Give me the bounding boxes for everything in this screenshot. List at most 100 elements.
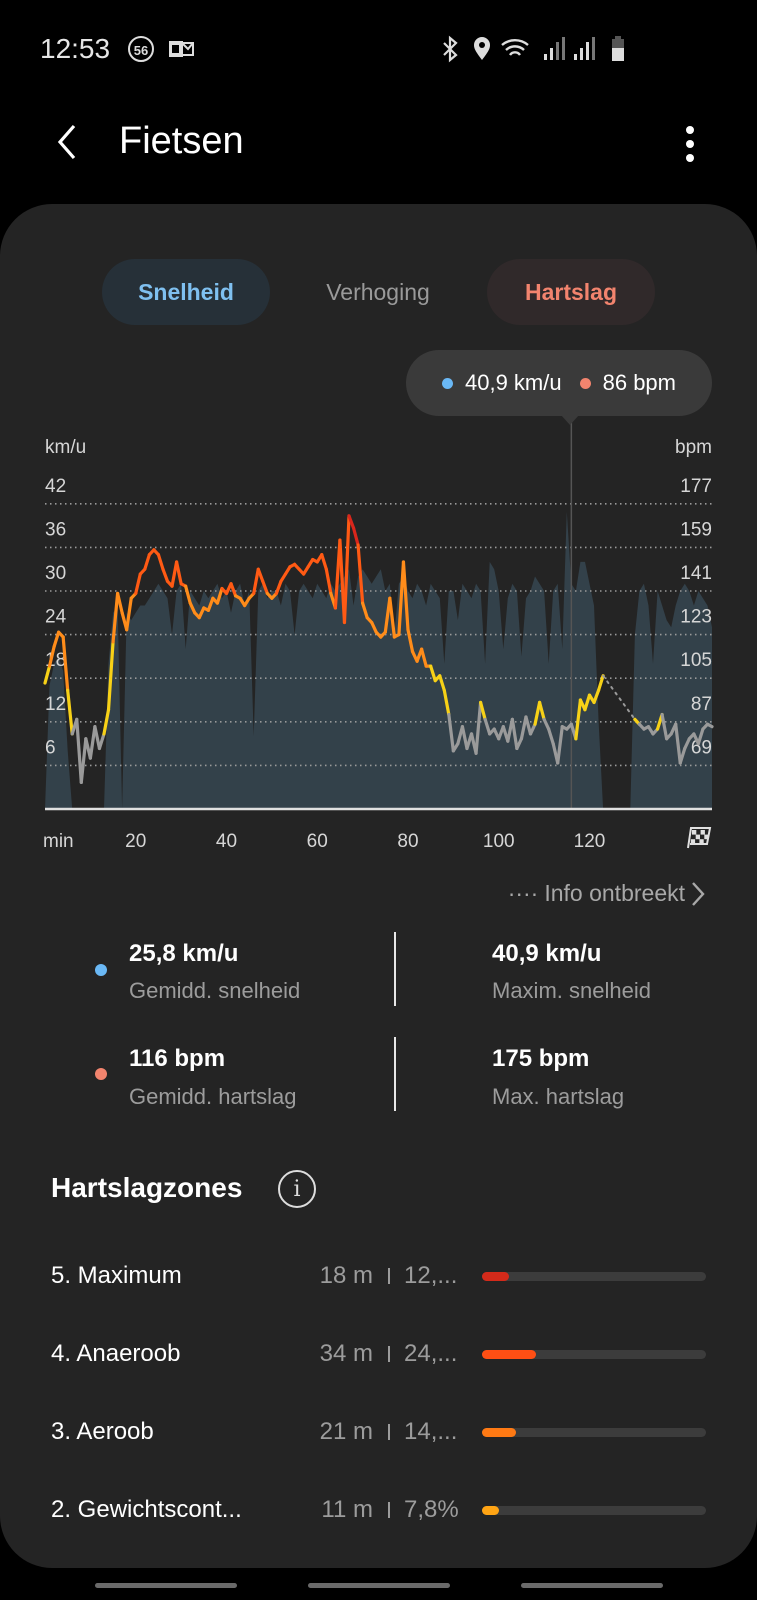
hr-line-segment bbox=[574, 698, 583, 741]
zone-name: 5. Maximum bbox=[51, 1262, 182, 1289]
zone-name: 4. Anaeroob bbox=[51, 1340, 181, 1367]
y-axis-label-left: km/u bbox=[45, 437, 86, 458]
zone-separator bbox=[388, 1424, 390, 1440]
hr-line-segment bbox=[460, 725, 469, 751]
hr-line-segment bbox=[93, 725, 102, 751]
hr-line-segment bbox=[542, 717, 551, 731]
hr-line-segment bbox=[97, 732, 106, 751]
hr-line-segment bbox=[447, 712, 455, 753]
avg-hr-label: Gemidd. hartslag bbox=[129, 1084, 297, 1109]
y-tick-right: 105 bbox=[680, 650, 712, 671]
hr-line-segment bbox=[678, 746, 687, 765]
zone-separator bbox=[388, 1502, 390, 1518]
hr-line-segment bbox=[229, 582, 238, 598]
x-tick: 40 bbox=[216, 831, 237, 852]
hr-line-segment bbox=[184, 584, 192, 605]
missing-data-segment bbox=[602, 674, 636, 721]
tab-speed[interactable]: Snelheid bbox=[102, 259, 270, 325]
nav-home[interactable] bbox=[308, 1583, 450, 1588]
y-tick-left: 6 bbox=[45, 737, 56, 758]
status-time: 12:53 bbox=[40, 33, 111, 64]
hr-line-segment bbox=[324, 567, 333, 596]
hr-line-segment bbox=[43, 664, 52, 685]
hr-line-segment bbox=[356, 543, 365, 605]
hr-line-segment bbox=[674, 722, 682, 765]
y-tick-right: 177 bbox=[680, 476, 712, 497]
hr-line-segment bbox=[406, 628, 415, 654]
avg-speed-label: Gemidd. snelheid bbox=[129, 978, 301, 1003]
back-button[interactable] bbox=[52, 122, 82, 162]
workout-detail-card bbox=[0, 204, 757, 1568]
zone-name: 3. Aeroob bbox=[51, 1418, 154, 1445]
x-tick: 20 bbox=[125, 831, 146, 852]
zone-duration: 34 m bbox=[319, 1340, 373, 1367]
y-tick-left: 42 bbox=[45, 476, 66, 497]
nav-recents[interactable] bbox=[95, 1583, 237, 1588]
missing-info-link[interactable]: ···· Info ontbreekt bbox=[508, 880, 705, 907]
hr-legend-dot bbox=[95, 1068, 107, 1080]
tooltip-hr: 86 bpm bbox=[602, 370, 676, 395]
hr-line-segment bbox=[442, 688, 451, 717]
x-tick: 100 bbox=[483, 831, 515, 852]
bluetooth-icon bbox=[443, 35, 458, 63]
zone-progress-bar bbox=[482, 1350, 706, 1359]
x-tick: 80 bbox=[397, 831, 418, 852]
checkered-flag-icon bbox=[687, 827, 712, 849]
more-options-button[interactable] bbox=[676, 122, 704, 166]
hr-line-segment bbox=[342, 514, 351, 625]
stats-divider bbox=[394, 1037, 396, 1111]
system-status-icons bbox=[443, 35, 624, 63]
hr-line-segment bbox=[161, 567, 170, 583]
hr-line-segment bbox=[156, 553, 165, 571]
zone-progress-fill bbox=[482, 1272, 509, 1281]
y-tick-left: 24 bbox=[45, 607, 67, 628]
max-speed-value: 40,9 km/u bbox=[492, 940, 602, 967]
outlook-icon bbox=[169, 41, 194, 57]
x-tick: 60 bbox=[307, 831, 328, 852]
zone-duration: 11 m bbox=[321, 1496, 373, 1523]
tab-elevation[interactable]: Verhoging bbox=[326, 278, 430, 305]
hr-line-segment bbox=[111, 591, 120, 644]
chart-tooltip: 40,9 km/u 86 bpm bbox=[406, 350, 712, 416]
hr-line-segment bbox=[420, 647, 428, 668]
hr-line-segment bbox=[347, 514, 356, 530]
avg-hr-value: 116 bpm bbox=[129, 1045, 226, 1072]
hr-line-segment bbox=[592, 688, 601, 705]
zone-percentage: 12,... bbox=[404, 1262, 458, 1289]
y-tick-left: 30 bbox=[45, 563, 66, 584]
hr-line-segment bbox=[515, 737, 524, 751]
tab-heart-rate[interactable]: Hartslag bbox=[487, 259, 655, 325]
hr-line-segment bbox=[524, 715, 533, 736]
hr-line-segment bbox=[143, 553, 151, 571]
y-tick-right: 123 bbox=[680, 607, 712, 628]
hr-line-segment bbox=[66, 688, 74, 736]
hr-line-segment bbox=[483, 717, 492, 736]
hr-line-segment bbox=[106, 640, 115, 712]
info-icon[interactable]: i bbox=[278, 1170, 316, 1208]
hr-line-segment bbox=[47, 645, 56, 668]
signal-icon bbox=[544, 37, 565, 60]
dotted-line-legend: ···· bbox=[507, 880, 539, 906]
hr-line-segment bbox=[683, 737, 691, 751]
avg-speed-value: 25,8 km/u bbox=[129, 940, 239, 967]
zone-duration: 21 m bbox=[319, 1418, 373, 1445]
speed-dot bbox=[442, 377, 453, 389]
zone-progress-fill bbox=[482, 1428, 516, 1437]
nav-back[interactable] bbox=[521, 1583, 663, 1588]
hr-line-segment bbox=[134, 572, 142, 596]
hr-line-segment bbox=[556, 725, 564, 765]
zone-progress-bar bbox=[482, 1272, 706, 1281]
y-tick-right: 159 bbox=[680, 519, 712, 540]
y-axis-label-right: bpm bbox=[675, 437, 712, 458]
stats-divider bbox=[394, 932, 396, 1006]
hr-line-segment bbox=[102, 708, 111, 736]
hr-line-segment bbox=[261, 579, 269, 596]
signal-icon bbox=[574, 37, 595, 60]
notification-count-badge: 56 bbox=[128, 36, 154, 62]
wifi-icon bbox=[501, 39, 529, 56]
hr-line-segment bbox=[79, 737, 88, 784]
hr-zones-title: Hartslagzones bbox=[51, 1172, 243, 1203]
hr-line-segment bbox=[510, 717, 519, 751]
hr-line-segment bbox=[596, 674, 605, 692]
